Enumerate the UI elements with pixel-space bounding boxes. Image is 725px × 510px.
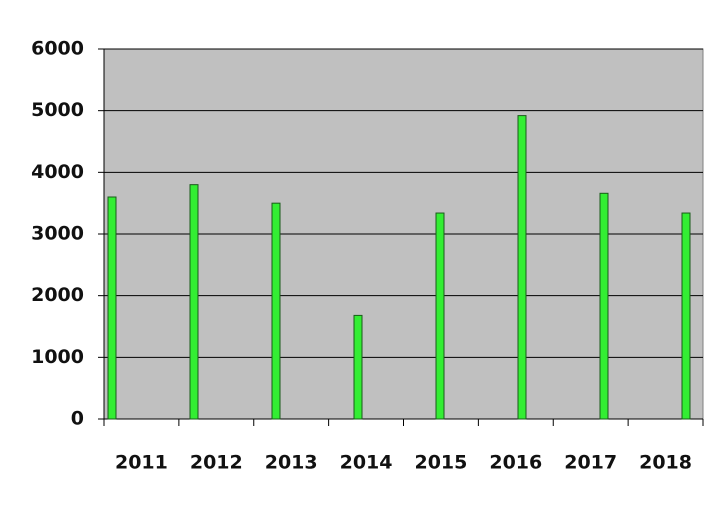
bar bbox=[353, 314, 363, 420]
x-tick-label: 2016 bbox=[489, 452, 542, 474]
x-tick-label: 2018 bbox=[639, 452, 692, 474]
x-tick-label: 2012 bbox=[190, 452, 243, 474]
bar bbox=[189, 184, 199, 420]
y-tick-label: 1000 bbox=[31, 346, 84, 368]
bar bbox=[435, 212, 445, 420]
bar bbox=[271, 202, 281, 420]
y-tick-label: 4000 bbox=[31, 161, 84, 183]
x-tick-label: 2013 bbox=[265, 452, 318, 474]
x-tick-label: 2015 bbox=[414, 452, 467, 474]
bar bbox=[681, 212, 691, 420]
x-tick-label: 2011 bbox=[115, 452, 168, 474]
y-tick-label: 3000 bbox=[31, 223, 84, 245]
y-tick-label: 0 bbox=[71, 408, 84, 430]
y-tick-label: 5000 bbox=[31, 99, 84, 121]
bar bbox=[107, 196, 117, 420]
bar bbox=[599, 192, 609, 420]
y-tick-label: 2000 bbox=[31, 284, 84, 306]
y-tick-label: 6000 bbox=[31, 38, 84, 60]
bar bbox=[517, 115, 527, 420]
x-tick-label: 2017 bbox=[564, 452, 617, 474]
x-tick-label: 2014 bbox=[340, 452, 393, 474]
